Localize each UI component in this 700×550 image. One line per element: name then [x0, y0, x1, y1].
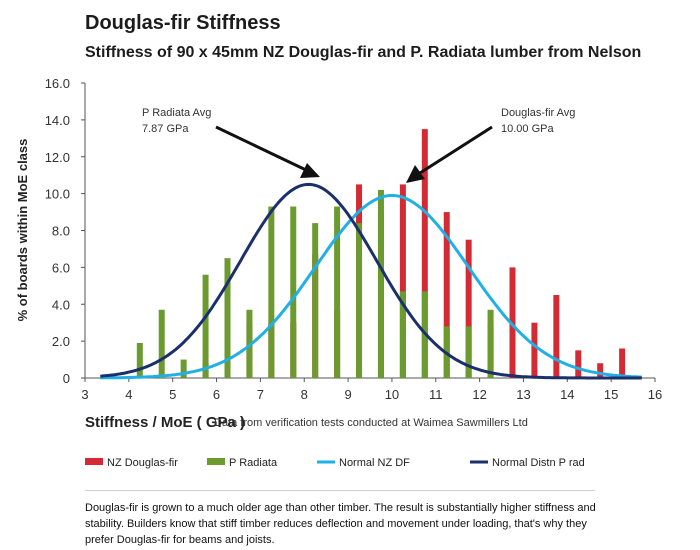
bar-nz-douglas-fir [553, 295, 560, 378]
x-tick-label: 9 [344, 387, 351, 402]
x-axis-note: Data from verification tests conducted a… [214, 417, 528, 429]
annotation-douglas-fir-label: Douglas-fir Avg [501, 107, 575, 119]
legend-swatch-nz-douglas-fir [85, 458, 103, 465]
bar-nz-douglas-fir [619, 348, 626, 378]
legend-label-normal-nz-df: Normal NZ DF [339, 457, 410, 469]
chart-subtitle: Stiffness of 90 x 45mm NZ Douglas-fir an… [85, 44, 642, 61]
bar-p-radiata [158, 309, 165, 378]
y-tick-label: 16.0 [45, 76, 70, 91]
y-tick-label: 14.0 [45, 113, 70, 128]
x-tick-label: 13 [516, 387, 530, 402]
bar-p-radiata [268, 206, 275, 378]
bar-nz-douglas-fir [421, 129, 428, 378]
x-axis-label: Stiffness / MoE ( GPa ) [85, 414, 245, 431]
bar-p-radiata [356, 223, 363, 378]
bar-p-radiata [399, 291, 406, 378]
x-tick-label: 10 [385, 387, 399, 402]
bar-p-radiata [465, 326, 472, 378]
bar-nz-douglas-fir [465, 239, 472, 378]
y-tick-label: 10.0 [45, 187, 70, 202]
bar-nz-douglas-fir [597, 363, 604, 378]
arrow-p-radiata-head [300, 163, 320, 178]
y-tick-label: 4.0 [52, 297, 70, 312]
bar-nz-douglas-fir [575, 350, 582, 378]
bar-p-radiata [202, 274, 209, 378]
bar-nz-douglas-fir [399, 184, 406, 378]
caption-text: Douglas-fir is grown to a much older age… [85, 502, 596, 546]
y-axis-label: % of boards within MoE class [15, 139, 30, 322]
chart-title: Douglas-fir Stiffness [85, 12, 281, 34]
curve-normal-distn-p-rad [100, 182, 642, 380]
x-tick-label: 16 [648, 387, 662, 402]
legend-label-p-radiata: P Radiata [229, 457, 278, 469]
bar-nz-douglas-fir [531, 322, 538, 378]
arrow-p-radiata-shaft [215, 125, 307, 172]
x-tick-label: 6 [213, 387, 220, 402]
legend-swatch-p-radiata [207, 458, 225, 465]
x-tick-label: 7 [257, 387, 264, 402]
x-tick-label: 4 [125, 387, 132, 402]
y-tick-label: 12.0 [45, 150, 70, 165]
legend-label-normal-distn-p-rad: Normal Distn P rad [492, 457, 585, 469]
annotation-p-radiata-label: P Radiata Avg [142, 107, 211, 119]
y-tick-label: 2.0 [52, 334, 70, 349]
arrow-douglas-fir-shaft [419, 125, 493, 175]
x-tick-label: 3 [81, 387, 88, 402]
bar-p-radiata [180, 359, 187, 378]
x-tick-label: 15 [604, 387, 618, 402]
bar-p-radiata [334, 206, 341, 378]
y-tick-label: 0 [63, 371, 70, 386]
x-tick-label: 8 [301, 387, 308, 402]
bar-p-radiata [290, 206, 297, 378]
x-tick-label: 11 [429, 387, 443, 402]
x-tick-label: 12 [472, 387, 486, 402]
bar-p-radiata [312, 223, 319, 378]
y-tick-label: 8.0 [52, 224, 70, 239]
annotation-p-radiata-value: 7.87 GPa [142, 123, 189, 135]
stiffness-chart: 0 2.0 4.0 6.0 8.0 10.0 12.0 14.0 16.0 3 4 5 6 7 8 9 10 11… [15, 76, 662, 469]
bar-p-radiata [224, 258, 231, 378]
bar-p-radiata [377, 189, 384, 378]
y-tick-label: 6.0 [52, 260, 70, 275]
legend-label-nz-douglas-fir: NZ Douglas-fir [107, 457, 178, 469]
separator-line [85, 490, 595, 491]
bar-p-radiata [487, 309, 494, 378]
curve-normal-nz-df [100, 194, 642, 380]
arrow-douglas-fir-head [406, 165, 425, 183]
x-tick-label: 5 [169, 387, 176, 402]
bar-nz-douglas-fir [443, 212, 450, 378]
annotation-douglas-fir-value: 10.00 GPa [501, 123, 554, 135]
bar-p-radiata [136, 342, 143, 378]
x-tick-label: 14 [560, 387, 574, 402]
